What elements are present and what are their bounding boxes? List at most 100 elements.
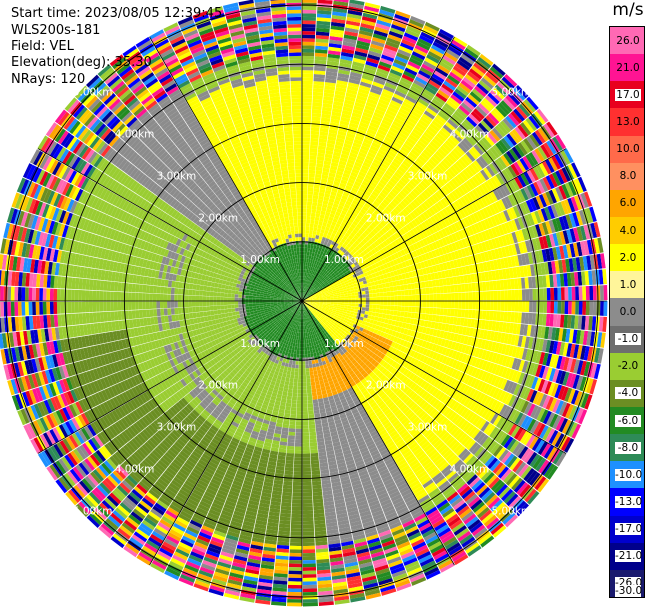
velocity-gate: [302, 226, 306, 231]
velocity-gate: [428, 184, 437, 194]
velocity-gate: [438, 363, 445, 372]
velocity-gate: [373, 219, 380, 226]
velocity-gate: [319, 258, 323, 263]
velocity-gate: [347, 234, 354, 241]
velocity-gate: [419, 34, 434, 45]
velocity-gate: [332, 104, 343, 110]
velocity-gate: [474, 368, 482, 379]
velocity-gate: [315, 277, 319, 281]
velocity-gate: [330, 302, 334, 305]
velocity-gate: [490, 301, 494, 311]
velocity-gate: [307, 265, 310, 270]
velocity-gate: [344, 99, 355, 106]
velocity-gate: [514, 176, 524, 190]
velocity-gate: [427, 172, 437, 182]
velocity-gate: [393, 310, 398, 316]
velocity-gate: [376, 238, 383, 245]
velocity-gate: [473, 160, 483, 171]
velocity-gate: [362, 304, 366, 308]
velocity-gate: [359, 167, 368, 175]
velocity-gate: [305, 287, 308, 292]
velocity-gate: [473, 62, 487, 75]
velocity-gate: [444, 269, 450, 278]
velocity-gate: [447, 301, 452, 309]
velocity-gate: [313, 370, 318, 375]
velocity-gate: [350, 289, 355, 294]
velocity-gate: [366, 318, 371, 323]
velocity-gate: [318, 279, 323, 284]
velocity-gate: [596, 332, 603, 348]
velocity-gate: [491, 352, 498, 363]
velocity-gate: [441, 237, 448, 246]
velocity-gate: [303, 265, 306, 270]
velocity-gate: [351, 301, 356, 304]
velocity-gate: [313, 267, 317, 272]
velocity-gate: [440, 301, 445, 308]
velocity-gate: [379, 220, 387, 228]
velocity-gate: [333, 301, 338, 303]
velocity-gate: [533, 110, 546, 125]
velocity-gate: [331, 318, 336, 323]
velocity-gate: [406, 182, 415, 191]
velocity-gate: [381, 337, 387, 343]
velocity-gate: [428, 226, 435, 235]
velocity-gate: [338, 241, 344, 247]
velocity-gate: [551, 431, 562, 446]
velocity-gate: [351, 199, 359, 206]
velocity-gate: [378, 165, 387, 173]
velocity-gate: [361, 115, 372, 122]
velocity-gate: [374, 26, 389, 34]
velocity-gate: [315, 49, 328, 54]
velocity-gate: [406, 137, 417, 146]
velocity-gate: [537, 127, 549, 142]
velocity-gate: [375, 71, 388, 79]
velocity-gate: [537, 209, 545, 223]
velocity-gate: [347, 248, 353, 254]
velocity-gate: [379, 305, 384, 310]
velocity-gate: [390, 301, 395, 306]
velocity-gate: [532, 391, 541, 405]
velocity-gate: [342, 235, 348, 241]
velocity-gate: [318, 305, 323, 308]
velocity-gate: [375, 105, 387, 113]
velocity-gate: [552, 314, 558, 327]
velocity-gate: [381, 142, 391, 150]
velocity-gate: [308, 173, 315, 178]
velocity-gate: [434, 222, 442, 232]
velocity-gate: [341, 276, 347, 280]
velocity-gate: [371, 242, 377, 249]
velocity-gate: [302, 176, 309, 181]
velocity-gate: [342, 206, 349, 213]
velocity-gate: [304, 296, 308, 299]
velocity-gate: [357, 229, 364, 235]
velocity-gate: [341, 109, 352, 116]
velocity-gate: [500, 223, 508, 235]
velocity-gate: [428, 280, 433, 288]
velocity-gate: [511, 301, 516, 312]
velocity-gate: [335, 286, 340, 290]
velocity-gate: [449, 378, 458, 388]
velocity-gate: [529, 198, 538, 212]
velocity-gate: [308, 255, 312, 260]
velocity-gate: [333, 293, 338, 296]
velocity-gate: [314, 359, 319, 364]
velocity-gate: [416, 122, 427, 132]
velocity-gate: [314, 280, 318, 285]
velocity-gate: [361, 310, 366, 315]
velocity-gate: [350, 311, 355, 315]
velocity-gate: [439, 175, 448, 185]
velocity-gate: [322, 222, 328, 227]
velocity-gate: [334, 196, 342, 202]
velocity-gate: [329, 292, 334, 296]
velocity-gate: [507, 113, 520, 126]
velocity-gate: [457, 220, 465, 230]
velocity-gate: [434, 370, 442, 379]
velocity-gate: [415, 306, 420, 313]
velocity-gate: [351, 237, 357, 243]
velocity-gate: [368, 50, 382, 58]
velocity-gate: [463, 409, 472, 420]
velocity-gate: [330, 224, 335, 230]
velocity-gate: [436, 286, 441, 294]
velocity-gate: [548, 430, 559, 445]
velocity-gate: [435, 92, 448, 103]
